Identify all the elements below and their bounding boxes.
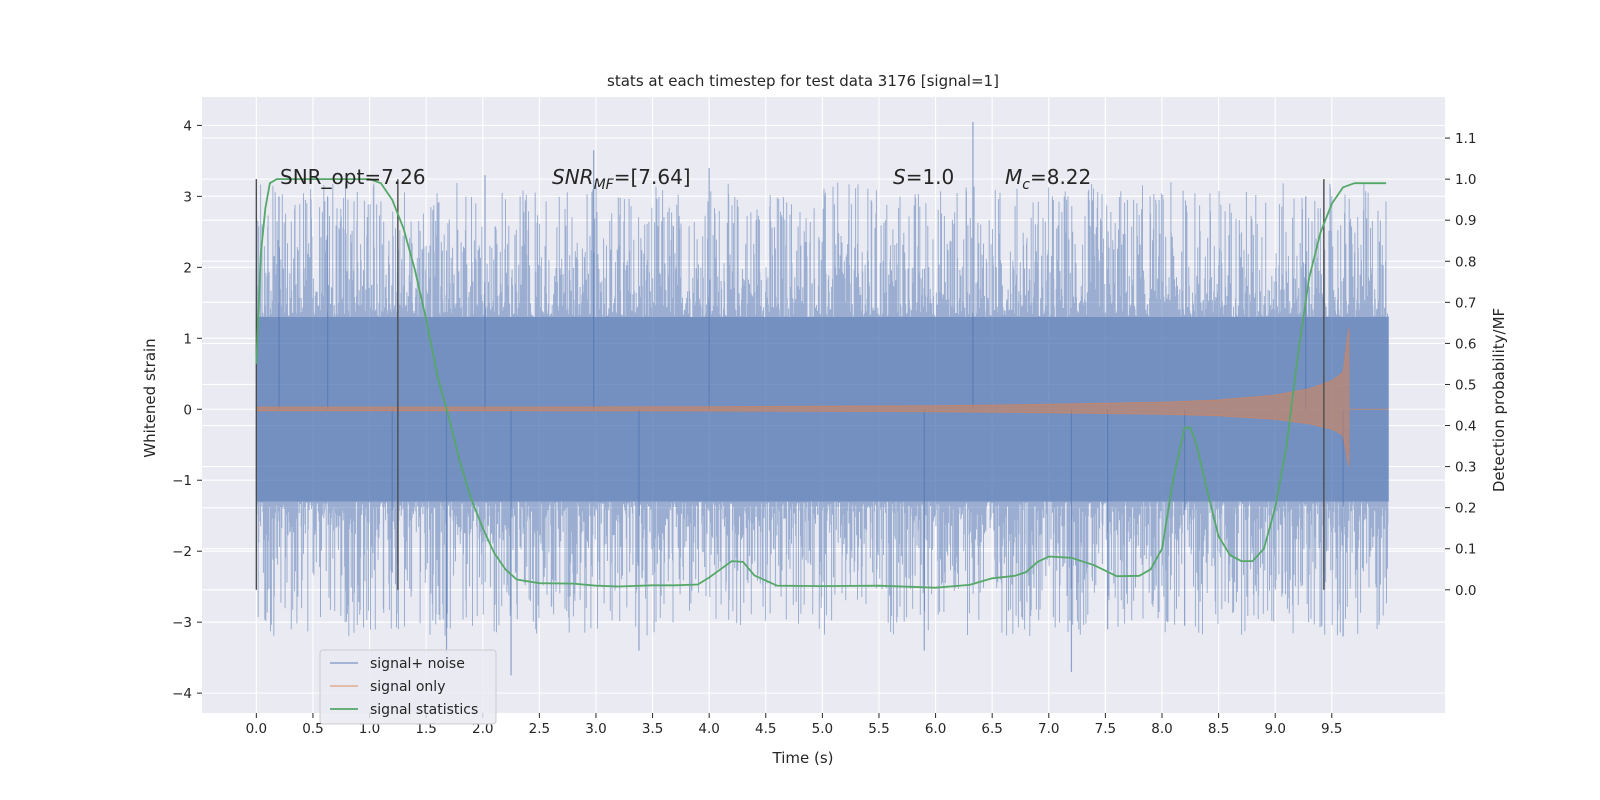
- annotation-snr-opt: SNR_opt=7.26: [280, 165, 426, 189]
- y-tick-label: 3: [183, 189, 192, 205]
- chart-title: stats at each timestep for test data 317…: [607, 72, 999, 90]
- y2-tick-label: 0.8: [1455, 254, 1476, 270]
- x-axis-ticks: 0.0 0.5 1.0 1.5 2.0 2.5 3.0 3.5 4.0 4.5 5.0 5.5 6.0 6…: [246, 713, 1343, 737]
- y2-tick-label: 0.5: [1455, 377, 1476, 393]
- annotation-s: S=1.0: [893, 165, 954, 189]
- legend: signal+ noise signal only signal statist…: [319, 649, 497, 725]
- x-tick-label: 9.0: [1264, 721, 1285, 737]
- y2-tick-label: 0.7: [1455, 295, 1476, 311]
- y2-tick-label: 0.9: [1455, 213, 1476, 229]
- x-axis-label: Time (s): [772, 749, 834, 767]
- mc-subscript: c: [1022, 177, 1030, 193]
- y2-tick-label: 1.0: [1455, 172, 1476, 188]
- x-tick-label: 6.5: [981, 721, 1002, 737]
- x-tick-label: 7.0: [1038, 721, 1059, 737]
- x-tick-label: 1.5: [415, 721, 436, 737]
- x-tick-label: 4.0: [698, 721, 719, 737]
- y-tick-label: −2: [172, 544, 192, 560]
- y2-tick-label: 0.1: [1455, 542, 1476, 558]
- series-signal-only: [255, 327, 1389, 467]
- x-tick-label: 7.5: [1095, 721, 1116, 737]
- x-tick-label: 3.5: [642, 721, 663, 737]
- y-tick-label: −4: [172, 686, 192, 702]
- y2-tick-label: 0.6: [1455, 336, 1476, 352]
- s-value: =1.0: [906, 165, 955, 189]
- legend-label-signal: signal only: [370, 679, 445, 695]
- y-tick-label: 4: [183, 118, 192, 134]
- mc-symbol: M: [1005, 165, 1022, 189]
- y2-axis-ticks: 1.1 1.0 0.9 0.8 0.7 0.6 0.5 0.4 0.3 0.2 0.1 0.0: [1445, 131, 1476, 599]
- x-tick-label: 2.0: [472, 721, 493, 737]
- x-tick-label: 3.0: [585, 721, 606, 737]
- legend-label-stats: signal statistics: [370, 702, 478, 718]
- x-tick-label: 1.0: [359, 721, 380, 737]
- x-tick-label: 8.0: [1151, 721, 1172, 737]
- x-tick-label: 5.5: [868, 721, 889, 737]
- x-tick-label: 6.0: [925, 721, 946, 737]
- snr-mf-symbol: SNR: [552, 165, 594, 189]
- x-tick-label: 4.5: [755, 721, 776, 737]
- x-tick-label: 0.0: [246, 721, 267, 737]
- y-axis-label: Whitened strain: [141, 338, 159, 457]
- x-tick-label: 2.5: [529, 721, 550, 737]
- snr-mf-value: =[7.64]: [614, 165, 691, 189]
- y2-tick-label: 1.1: [1455, 131, 1476, 147]
- y-tick-label: −3: [172, 615, 192, 631]
- annotation-mc: Mc=8.22: [1005, 165, 1091, 193]
- y2-tick-label: 0.2: [1455, 501, 1476, 517]
- y-tick-label: 0: [183, 402, 192, 418]
- y-tick-label: 1: [183, 331, 192, 347]
- s-symbol: S: [893, 165, 906, 189]
- y2-tick-label: 0.0: [1455, 583, 1476, 599]
- y2-tick-label: 0.4: [1455, 419, 1476, 435]
- x-tick-label: 9.5: [1321, 721, 1342, 737]
- snr-mf-subscript: MF: [594, 177, 615, 193]
- legend-box: [319, 649, 497, 725]
- mc-value: =8.22: [1030, 165, 1091, 189]
- y-tick-label: 2: [183, 260, 192, 276]
- legend-label-noise: signal+ noise: [370, 656, 465, 672]
- y2-tick-label: 0.3: [1455, 460, 1476, 476]
- x-tick-label: 0.5: [302, 721, 323, 737]
- x-tick-label: 8.5: [1208, 721, 1229, 737]
- y-axis-ticks: 4 3 2 1 0 −1 −2 −3 −4: [172, 118, 202, 702]
- vertical-markers: [255, 179, 1325, 590]
- x-tick-label: 5.0: [812, 721, 833, 737]
- y-tick-label: −1: [172, 473, 192, 489]
- stats-line: [255, 178, 1387, 589]
- signal-envelope: [255, 327, 1350, 467]
- annotation-snr-mf: SNRMF=[7.64]: [552, 165, 691, 193]
- series-signal-statistics: [255, 178, 1387, 589]
- y2-axis-label: Detection probability/MF: [1490, 308, 1508, 492]
